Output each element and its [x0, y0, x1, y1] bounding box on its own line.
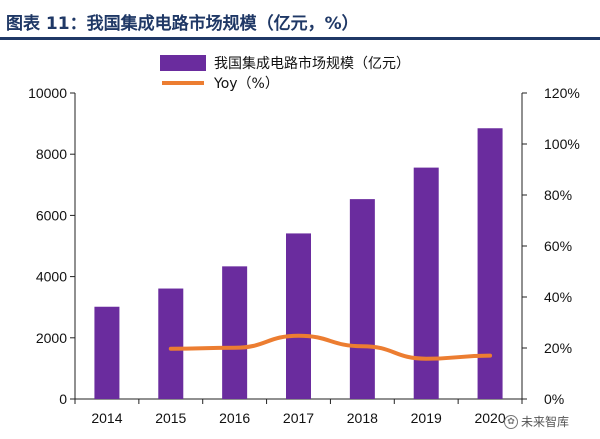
chart-title: 图表 11：我国集成电路市场规模（亿元，%）	[6, 14, 359, 34]
y-left-tick-label: 10000	[28, 85, 67, 101]
bar	[413, 167, 439, 399]
y-left-tick-label: 6000	[36, 207, 67, 223]
bar	[349, 199, 375, 399]
yoy-line	[168, 333, 493, 361]
legend-bar-label: 我国集成电路市场规模（亿元）	[214, 55, 410, 72]
x-tick-label: 2015	[155, 410, 186, 426]
y-left-tick-label: 4000	[36, 269, 67, 285]
y-right-tick-label: 60%	[544, 238, 572, 254]
y-right-tick-label: 0%	[544, 391, 564, 407]
y-right-tick-label: 20%	[544, 340, 572, 356]
y-right-tick-label: 40%	[544, 289, 572, 305]
legend-line-label: Yoy（%）	[213, 76, 279, 92]
bar	[286, 233, 311, 399]
bar	[222, 266, 248, 399]
y-right-tick-label: 80%	[544, 187, 572, 203]
x-tick-label: 2020	[474, 410, 505, 426]
legend-bar-swatch	[160, 55, 206, 71]
watermark-text: 未来智库	[521, 415, 570, 429]
x-tick-label: 2016	[219, 410, 250, 426]
x-tick-label: 2018	[347, 410, 378, 426]
y-left-tick-label: 2000	[36, 330, 67, 346]
wechat-icon: ✿	[504, 414, 518, 429]
bar	[477, 128, 503, 399]
x-tick-label: 2019	[411, 410, 442, 426]
title-divider	[0, 37, 600, 40]
y-left-tick-label: 0	[59, 391, 67, 407]
title-bar: 图表 11：我国集成电路市场规模（亿元，%）	[0, 0, 600, 40]
x-tick-label: 2017	[283, 410, 314, 426]
y-left-tick-label: 8000	[36, 146, 67, 162]
watermark: ✿ 未来智库	[504, 413, 569, 430]
bar	[158, 288, 184, 399]
y-right-tick-label: 120%	[544, 85, 580, 101]
bar	[94, 306, 120, 399]
y-right-tick-label: 100%	[544, 136, 580, 152]
x-tick-label: 2014	[91, 410, 122, 426]
